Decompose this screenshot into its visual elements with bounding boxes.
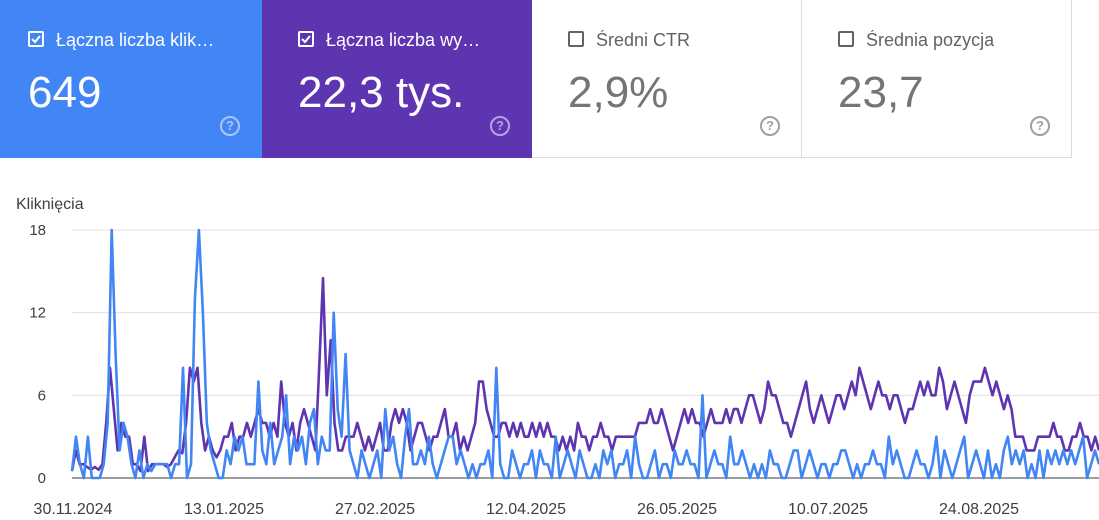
metric-value: 2,9% xyxy=(568,68,669,117)
checkmark-icon xyxy=(31,35,41,44)
help-icon[interactable]: ? xyxy=(760,116,780,136)
y-tick-label: 6 xyxy=(38,387,46,404)
x-tick-label: 26.05.2025 xyxy=(637,501,717,518)
metrics-cards: Łączna liczba klik… 649 ? Łączna liczba … xyxy=(0,0,1099,158)
x-tick-label: 30.11.2024 xyxy=(34,501,113,518)
metric-label: Średni CTR xyxy=(596,30,691,50)
metric-card-position[interactable]: Średnia pozycja 23,7 ? xyxy=(802,0,1072,158)
y-tick-label: 0 xyxy=(38,470,46,487)
metric-label: Łączna liczba wy… xyxy=(326,30,481,50)
y-tick-label: 18 xyxy=(29,222,46,239)
metric-value: 23,7 xyxy=(838,68,924,117)
metric-value: 649 xyxy=(28,68,102,117)
x-tick-label: 12.04.2025 xyxy=(486,501,566,518)
impressions-checkbox[interactable] xyxy=(298,31,314,47)
x-tick-label: 13.01.2025 xyxy=(184,501,264,518)
ctr-checkbox[interactable] xyxy=(568,31,584,47)
metric-label: Średnia pozycja xyxy=(866,30,995,50)
x-tick-label: 10.07.2025 xyxy=(788,501,868,518)
position-checkbox[interactable] xyxy=(838,31,854,47)
performance-chart: 0 6 12 18 30.11.2024 13.01.2025 27.02.2025 12.0… xyxy=(29,222,1099,518)
x-tick-label: 27.02.2025 xyxy=(335,501,415,518)
impressions-series-line xyxy=(70,276,1099,473)
metric-card-ctr[interactable]: Średni CTR 2,9% ? xyxy=(532,0,802,158)
metric-value: 22,3 tys. xyxy=(298,68,465,117)
metric-card-impressions[interactable]: Łączna liczba wy… 22,3 tys. ? xyxy=(262,0,532,158)
metric-card-clicks[interactable]: Łączna liczba klik… 649 ? xyxy=(0,0,262,158)
clicks-series-line xyxy=(70,228,1099,480)
y-tick-label: 12 xyxy=(29,305,46,322)
y-axis-title: Kliknięcia xyxy=(16,196,84,213)
help-icon[interactable]: ? xyxy=(490,116,510,136)
metric-label: Łączna liczba klik… xyxy=(56,30,215,50)
checkmark-icon xyxy=(301,35,311,44)
help-icon[interactable]: ? xyxy=(220,116,240,136)
x-tick-label: 24.08.2025 xyxy=(939,501,1019,518)
help-icon[interactable]: ? xyxy=(1030,116,1050,136)
clicks-checkbox[interactable] xyxy=(28,31,44,47)
